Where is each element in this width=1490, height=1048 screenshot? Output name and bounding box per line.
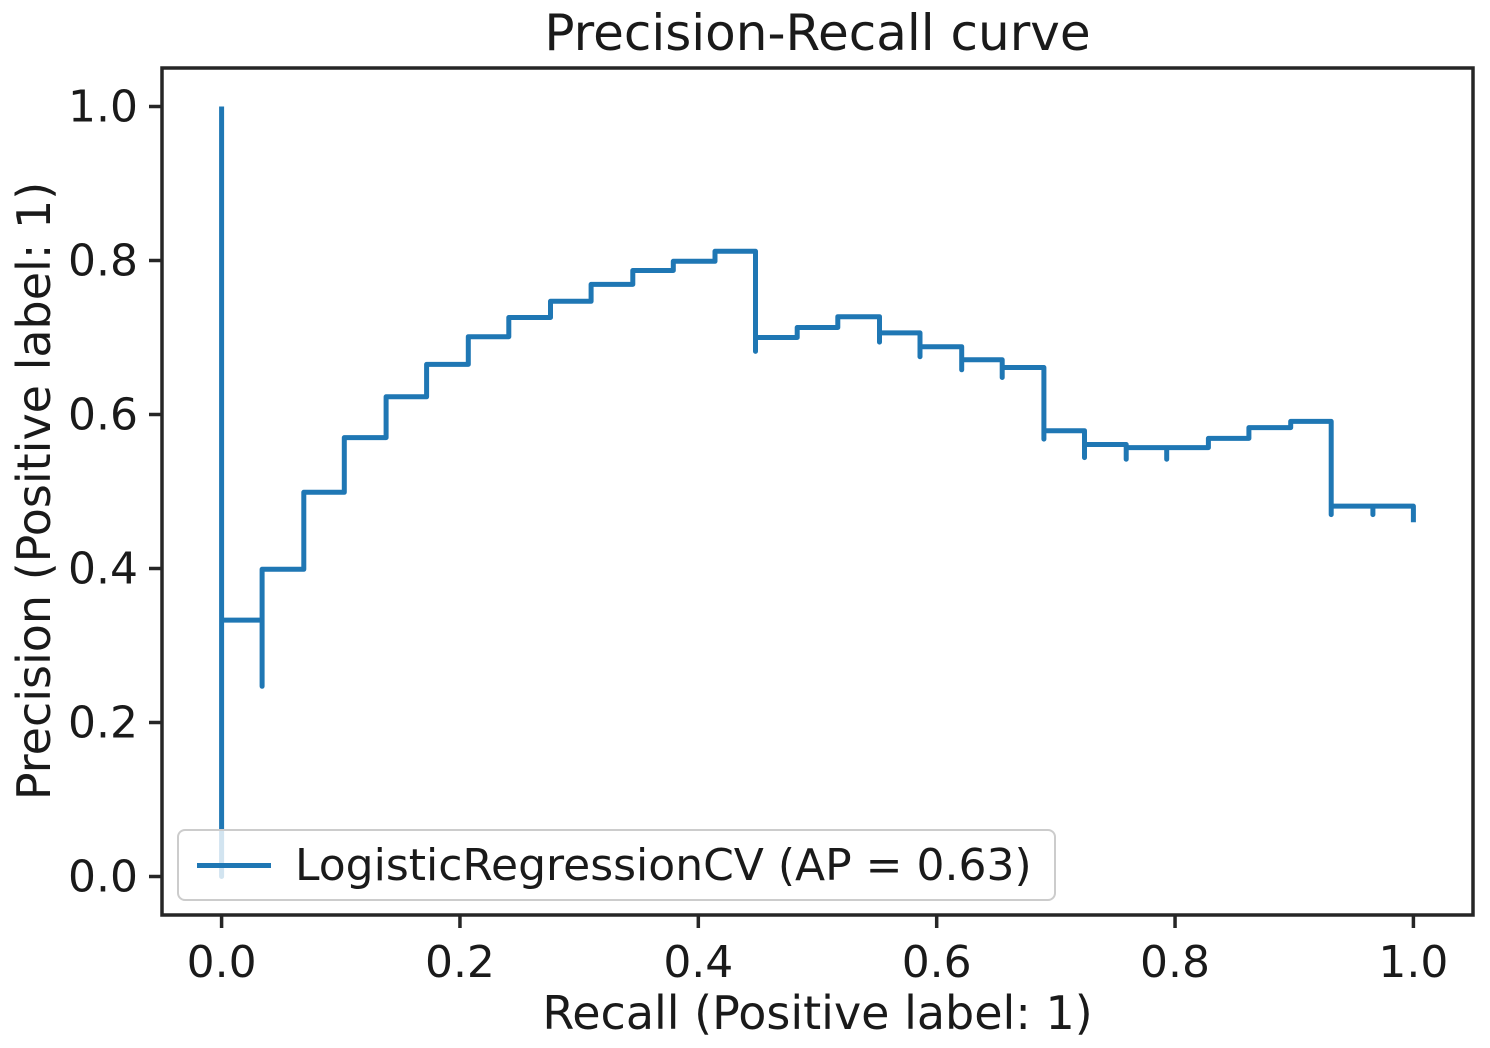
pr-curve <box>219 106 1416 879</box>
x-tick-label: 1.0 <box>1378 937 1448 988</box>
y-tick-label: 0.8 <box>68 236 138 287</box>
x-tick-label: 0.0 <box>187 937 257 988</box>
x-tick-label: 0.6 <box>902 937 972 988</box>
legend: LogisticRegressionCV (AP = 0.63) <box>177 829 1056 901</box>
legend-line-swatch <box>197 862 271 868</box>
x-tick-label: 0.2 <box>425 937 495 988</box>
y-tick-label: 0.6 <box>68 390 138 441</box>
legend-label: LogisticRegressionCV (AP = 0.63) <box>295 839 1032 891</box>
x-tick-label: 0.4 <box>663 937 733 988</box>
y-tick-label: 0.4 <box>68 544 138 595</box>
x-tick-label: 0.8 <box>1140 937 1210 988</box>
axes-frame <box>160 66 1475 917</box>
chart-title: Precision-Recall curve <box>544 4 1091 62</box>
y-tick-label: 0.2 <box>68 698 138 749</box>
y-tick-label: 1.0 <box>68 82 138 133</box>
x-axis-label: Recall (Positive label: 1) <box>542 986 1093 1040</box>
y-tick-label: 0.0 <box>68 852 138 903</box>
